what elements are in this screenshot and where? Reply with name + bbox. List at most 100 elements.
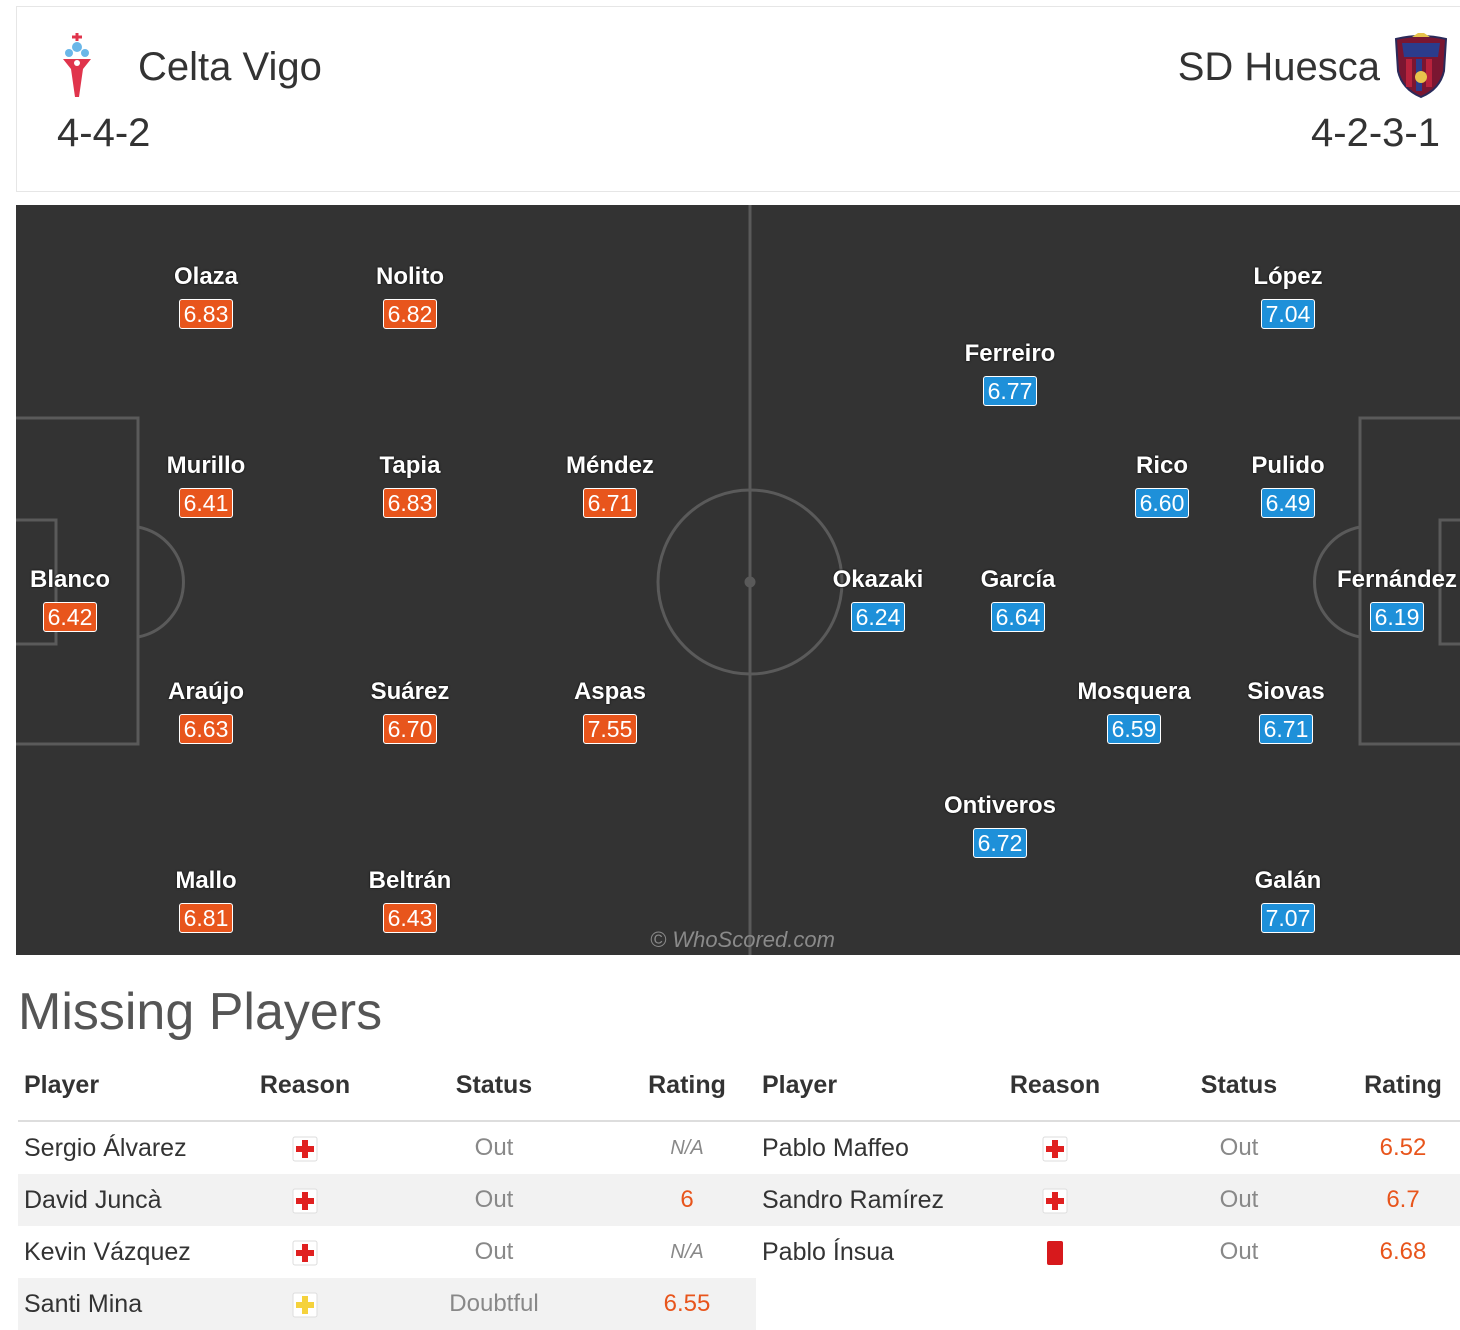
rating-cell: N/A [670,1240,704,1263]
home-player[interactable]: Aspas 7.55 [530,678,690,744]
home-player[interactable]: Araújo 6.63 [126,678,286,744]
player-rating-badge: 6.59 [1106,714,1162,744]
player-name[interactable]: García [980,566,1056,593]
away-player[interactable]: Ferreiro 6.77 [930,340,1090,406]
away-player[interactable]: Rico 6.60 [1082,452,1242,518]
column-header-player[interactable]: Player [756,1050,978,1122]
player-rating-badge: 6.72 [972,828,1028,858]
column-header-player[interactable]: Player [18,1050,240,1122]
injury-icon [292,1240,318,1266]
player-name[interactable]: Galán [1254,867,1322,894]
home-player[interactable]: Beltrán 6.43 [330,867,490,933]
player-rating-badge: 7.55 [582,714,638,744]
reason-cell [240,1278,370,1330]
injury-icon [1042,1136,1068,1162]
away-player[interactable]: Okazaki 6.24 [798,566,958,632]
player-rating-badge: 6.64 [990,602,1046,632]
table-row: Sandro Ramírez Out 6.7 [756,1174,1460,1226]
player-name[interactable]: Araújo [167,678,244,705]
reason-cell [240,1226,370,1278]
player-rating-badge: 6.43 [382,903,438,933]
away-formation: 4-2-3-1 [1311,111,1440,155]
column-header-rating[interactable]: Rating [618,1050,756,1122]
player-name[interactable]: Ferreiro [964,340,1056,367]
reason-cell [240,1121,370,1174]
player-name[interactable]: Murillo [166,452,246,479]
pitch-lines [16,205,1460,955]
away-player[interactable]: Galán 7.07 [1208,867,1368,933]
home-player[interactable]: Nolito 6.82 [330,263,490,329]
player-name[interactable]: Blanco [29,566,110,593]
column-header-reason[interactable]: Reason [240,1050,370,1122]
away-player[interactable]: López 7.04 [1208,263,1368,329]
missing-player-name[interactable]: Sandro Ramírez [756,1174,978,1226]
away-player[interactable]: García 6.64 [938,566,1098,632]
player-name[interactable]: Mallo [175,867,237,894]
away-team-name[interactable]: SD Huesca [1177,45,1380,89]
column-header-status[interactable]: Status [370,1050,618,1122]
home-player[interactable]: Blanco 6.42 [16,566,150,632]
home-player[interactable]: Mallo 6.81 [126,867,286,933]
table-row: David Juncà Out 6 [18,1174,756,1226]
status-cell: Out [1219,1134,1259,1161]
missing-players-title: Missing Players [18,983,383,1041]
player-rating-badge: 6.81 [178,903,234,933]
player-rating-badge: 6.71 [582,488,638,518]
rating-cell: N/A [670,1136,704,1159]
reason-cell [978,1226,1132,1278]
missing-player-name[interactable]: Santi Mina [18,1278,240,1330]
player-name[interactable]: Fernández [1336,566,1458,593]
player-rating-badge: 7.07 [1260,903,1316,933]
player-name[interactable]: Okazaki [832,566,924,593]
injury-icon [292,1188,318,1214]
player-name[interactable]: Pulido [1251,452,1325,479]
player-rating-badge: 6.71 [1258,714,1314,744]
away-player[interactable]: Ontiveros 6.72 [920,792,1080,858]
player-rating-badge: 6.60 [1134,488,1190,518]
column-header-reason[interactable]: Reason [978,1050,1132,1122]
home-formation: 4-4-2 [57,111,151,155]
player-rating-badge: 6.83 [382,488,438,518]
player-name[interactable]: Beltrán [368,867,452,894]
red-card-icon [1042,1240,1068,1266]
player-rating-badge: 6.49 [1260,488,1316,518]
reason-cell [240,1174,370,1226]
status-cell: Out [474,1238,514,1265]
away-player[interactable]: Pulido 6.49 [1208,452,1368,518]
away-player[interactable]: Mosquera 6.59 [1054,678,1214,744]
player-name[interactable]: López [1253,263,1323,290]
player-rating-badge: 7.04 [1260,299,1316,329]
home-player[interactable]: Tapia 6.83 [330,452,490,518]
reason-cell [978,1174,1132,1226]
home-player[interactable]: Murillo 6.41 [126,452,286,518]
column-header-status[interactable]: Status [1132,1050,1346,1122]
table-row: Santi Mina Doubtful 6.55 [18,1278,756,1330]
column-header-rating[interactable]: Rating [1346,1050,1460,1122]
player-name[interactable]: Rico [1135,452,1188,479]
player-name[interactable]: Tapia [379,452,441,479]
player-name[interactable]: Suárez [370,678,450,705]
home-team-name[interactable]: Celta Vigo [138,45,322,89]
player-name[interactable]: Olaza [173,263,239,290]
home-player[interactable]: Suárez 6.70 [330,678,490,744]
status-cell: Out [370,1174,618,1226]
missing-player-name[interactable]: Pablo Ínsua [762,1237,895,1266]
injury-icon [292,1136,318,1162]
celta-vigo-crest-icon [57,33,97,104]
player-name[interactable]: Aspas [573,678,647,705]
player-name[interactable]: Mosquera [1077,678,1191,705]
player-name[interactable]: Nolito [376,263,444,290]
missing-player-name[interactable]: David Juncà [18,1174,240,1226]
player-name[interactable]: Ontiveros [943,792,1057,819]
home-player[interactable]: Olaza 6.83 [126,263,286,329]
player-name[interactable]: Siovas [1247,678,1325,705]
away-player[interactable]: Siovas 6.71 [1206,678,1366,744]
missing-player-name[interactable]: Sergio Álvarez [24,1133,187,1162]
player-name[interactable]: Méndez [565,452,654,479]
table-row: Pablo Maffeo Out 6.52 [756,1121,1460,1174]
missing-player-name[interactable]: Pablo Maffeo [762,1133,909,1162]
missing-player-name[interactable]: Kevin Vázquez [24,1237,191,1266]
rating-cell: 6.7 [1346,1174,1460,1226]
home-player[interactable]: Méndez 6.71 [530,452,690,518]
away-player[interactable]: Fernández 6.19 [1317,566,1460,632]
